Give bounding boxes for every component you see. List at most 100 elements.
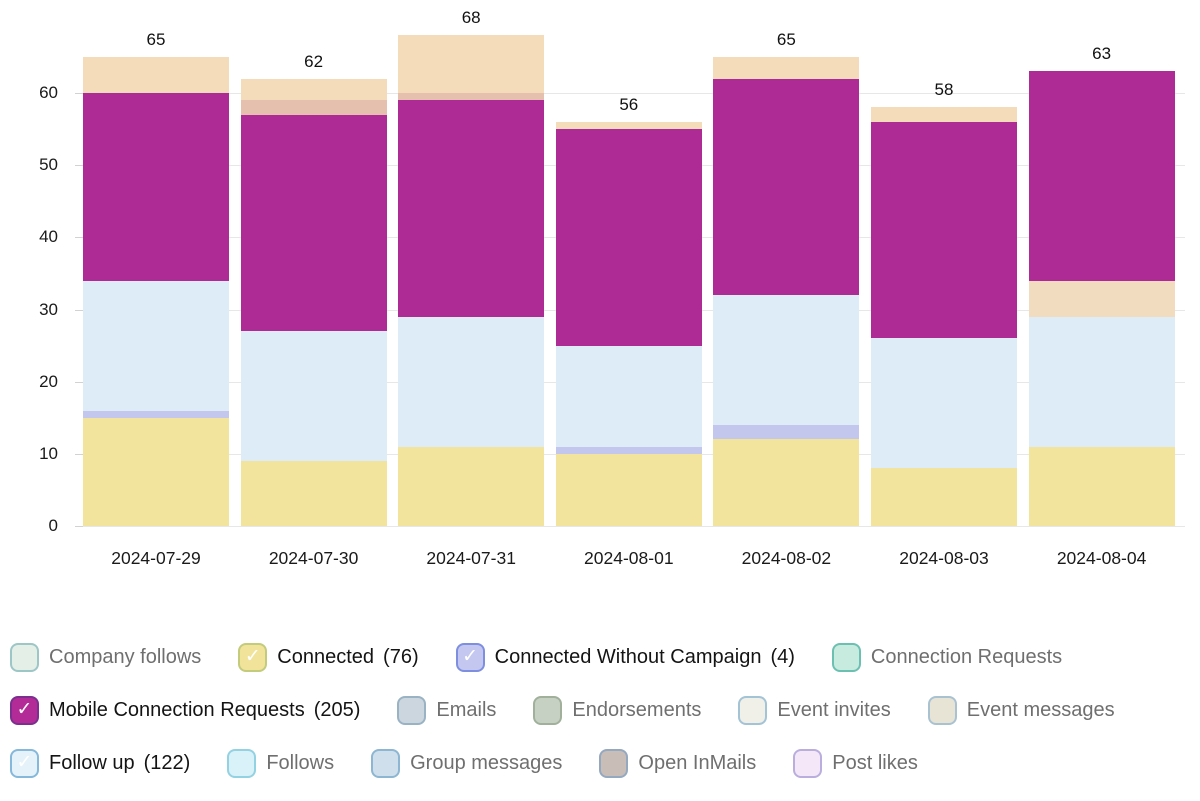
bar-segment-mobile-connection-requests[interactable] [555,129,702,346]
y-axis-tick [75,93,83,94]
checkbox-mobile-connection-requests[interactable]: ✓ [10,696,39,725]
bar-total-label: 65 [776,29,796,49]
legend-label: Endorsements [572,699,702,721]
checkbox-event-invites[interactable] [738,696,768,725]
bar-total-label: 62 [304,51,324,71]
bar-segment-follow-up[interactable] [713,295,860,425]
legend-item-follow-up[interactable]: ✓ Follow up (122) [10,749,190,778]
bar-segment-open-inmails[interactable] [240,100,387,115]
y-axis-tick [75,453,83,455]
bar-segment-follow-up[interactable] [240,331,387,462]
y-axis-tick [75,165,83,167]
bar-segment-connected-without-campaign[interactable] [83,410,229,418]
bar-segment-follow-up[interactable] [1028,316,1175,447]
checkbox-connected[interactable]: ✓ [238,643,268,672]
legend-label: Post likes [832,752,918,774]
x-axis-label: 2024-07-31 [426,548,516,568]
bar-total-label: 56 [619,94,639,114]
legend-label: Follow up [49,752,135,774]
bar-segment-connected[interactable] [83,417,229,526]
bar-total-label: 63 [1092,44,1112,64]
y-axis-tick-label: 30 [39,299,58,319]
x-axis-label: 2024-08-04 [1056,548,1147,568]
x-axis-label: 2024-08-01 [584,548,674,568]
bar-segment-connected[interactable] [398,446,545,526]
y-axis-tick [75,309,83,311]
bar-segment-connected[interactable] [240,461,387,526]
checkmark-icon: ✓ [462,646,479,667]
y-gridline [83,526,1185,527]
bar-segment-follow-up[interactable] [398,316,545,447]
bar-segment-connection-requests[interactable] [1028,280,1175,317]
legend-item-connected-without-campaign[interactable]: ✓ Connected Without Campaign (4) [455,643,795,672]
legend-item-emails[interactable]: Emails [397,696,496,725]
legend-item-mobile-connection-requests[interactable]: ✓ Mobile Connection Requests (205) [10,696,360,725]
legend-row: ✓ Mobile Connection Requests (205) Emails En… [10,696,1195,725]
checkbox-open-inmails[interactable] [599,749,629,778]
y-axis-tick-label: 0 [48,516,58,535]
legend-item-company-follows[interactable]: Company follows [10,643,201,672]
y-axis-tick-label: 40 [39,227,58,247]
legend-label: Group messages [410,752,563,774]
legend-label: Event messages [966,699,1115,721]
bar-total-label: 58 [934,80,954,100]
legend-label: Emails [436,699,497,721]
checkbox-emails[interactable] [397,696,427,725]
checkbox-endorsements[interactable] [533,696,563,725]
x-axis-label: 2024-08-02 [741,548,832,568]
legend-item-group-messages[interactable]: Group messages [371,749,562,778]
bar-segment-follow-up[interactable] [83,280,229,411]
legend-row: Company follows ✓ Connected (76) ✓ Connected … [10,643,1195,672]
bar-segment-mobile-connection-requests[interactable] [713,78,860,296]
legend-item-post-likes[interactable]: Post likes [793,749,918,778]
bar-segment-connected[interactable] [871,468,1017,526]
bar-total-label: 65 [146,29,166,49]
bar-segment-mobile-connection-requests[interactable] [398,100,545,317]
y-axis-tick [75,526,83,527]
bar-segment-mobile-connection-requests[interactable] [1028,71,1175,281]
legend-item-connection-requests[interactable]: Connection Requests [831,643,1063,672]
bar-segment-event-messages[interactable] [871,107,1017,122]
legend-item-open-inmails[interactable]: Open InMails [599,749,756,778]
bar-segment-follow-up[interactable] [555,345,702,447]
bar-segment-event-messages[interactable] [83,56,229,93]
bar-segment-connected-without-campaign[interactable] [555,446,702,454]
checkbox-connection-requests[interactable] [831,643,861,672]
bar-segment-mobile-connection-requests[interactable] [240,114,387,332]
bar-segment-connected[interactable] [713,439,860,526]
bar-segment-open-inmails[interactable] [398,93,545,101]
checkbox-company-follows[interactable] [10,643,39,672]
legend-item-event-invites[interactable]: Event invites [738,696,891,725]
bar-segment-follow-up[interactable] [871,338,1017,469]
bar-segment-connected-without-campaign[interactable] [713,424,860,440]
legend-count: (4) [770,646,795,668]
bar-segment-connected[interactable] [1028,446,1175,526]
legend-item-follows[interactable]: Follows [227,749,334,778]
bar-segment-event-messages[interactable] [555,121,702,130]
checkmark-icon: ✓ [16,699,33,720]
bar-segment-event-messages[interactable] [713,56,860,79]
bar-segment-event-messages[interactable] [398,35,545,93]
chart-legend: Company follows ✓ Connected (76) ✓ Connected … [10,643,1195,801]
bar-segment-mobile-connection-requests[interactable] [871,121,1017,339]
legend-count: (205) [313,699,361,721]
legend-item-event-messages[interactable]: Event messages [927,696,1115,725]
checkbox-event-messages[interactable] [927,696,957,725]
legend-item-connected[interactable]: ✓ Connected (76) [238,643,419,672]
bar-segment-mobile-connection-requests[interactable] [83,93,229,281]
bar-segment-connected[interactable] [555,453,702,526]
legend-label: Connected [277,646,375,668]
chart-plot-area: 0 10 20 30 40 50 60 65 2024-07-29 62 2024-07-30 68 2… [39,8,1185,568]
legend-label: Connection Requests [870,646,1063,668]
checkbox-connected-without-campaign[interactable]: ✓ [455,643,485,672]
legend-item-endorsements[interactable]: Endorsements [533,696,701,725]
legend-count: (76) [383,646,419,668]
checkbox-post-likes[interactable] [793,749,823,778]
checkbox-follow-up[interactable]: ✓ [10,749,39,778]
x-axis-label: 2024-07-29 [111,548,201,568]
bar-segment-event-messages[interactable] [240,78,387,101]
y-axis-tick-label: 20 [39,371,58,391]
checkbox-follows[interactable] [227,749,257,778]
checkbox-group-messages[interactable] [371,749,401,778]
